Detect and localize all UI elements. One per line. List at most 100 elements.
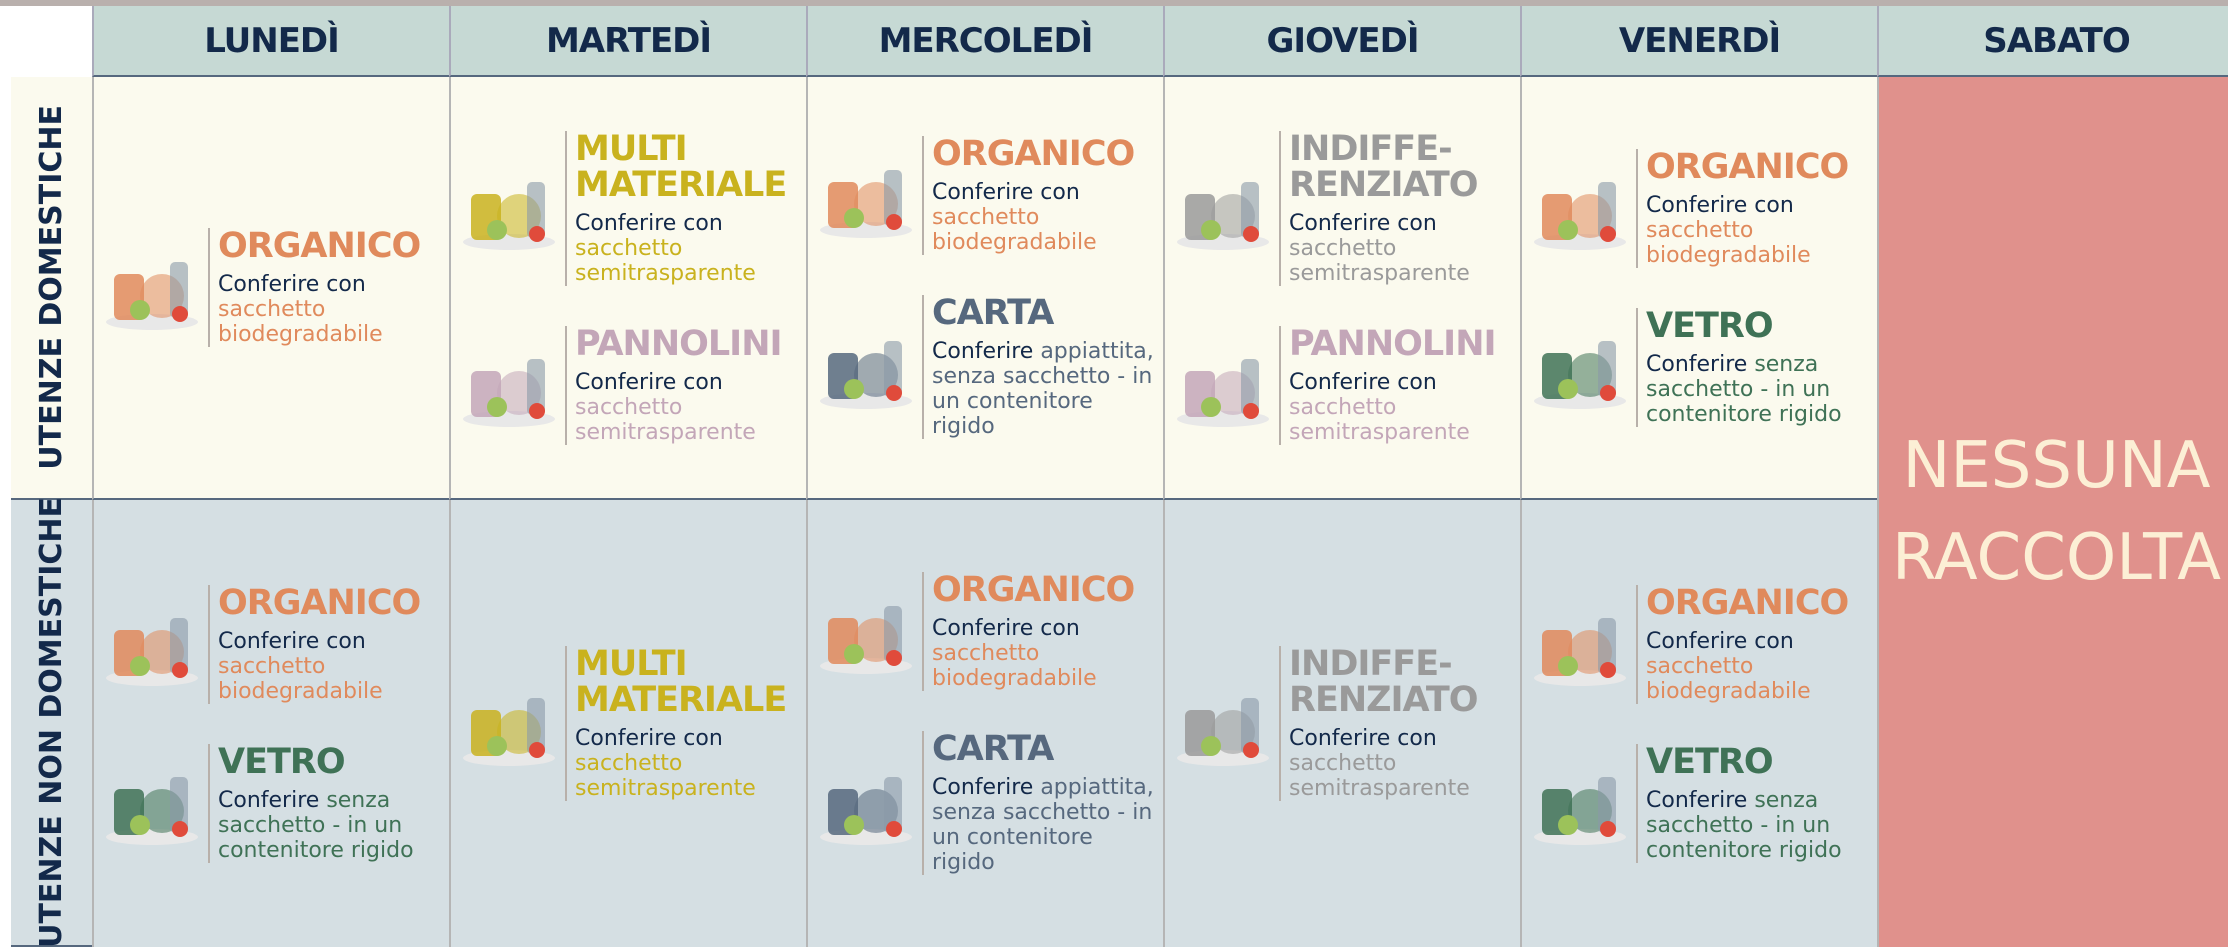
waste-text: VETRO Conferire senza sacchetto - in un c… xyxy=(1636,307,1871,427)
waste-text: INDIFFE- RENZIATO Conferire con sacchetto … xyxy=(1279,646,1514,801)
waste-icon xyxy=(820,341,912,409)
waste-desc: Conferire con sacchetto biodegradabile xyxy=(932,180,1157,255)
waste-text: PANNOLINI Conferire con sacchetto semitra… xyxy=(565,323,800,445)
waste-icon xyxy=(463,182,555,250)
waste-desc: Conferire con sacchetto biodegradabile xyxy=(1646,193,1871,268)
waste-desc: Conferire senza sacchetto - in un conten… xyxy=(218,788,443,863)
desc-lead: Conferire con xyxy=(575,369,723,395)
waste-text: INDIFFE- RENZIATO Conferire con sacchetto … xyxy=(1279,130,1514,286)
desc-lead: Conferire xyxy=(932,775,1034,800)
desc-lead: Conferire con xyxy=(575,210,723,236)
waste-item: ORGANICO Conferire con sacchetto biodegra… xyxy=(1528,148,1871,268)
desc-detail: sacchetto semitrasparente xyxy=(575,394,756,445)
waste-item: ORGANICO Conferire con sacchetto biodegra… xyxy=(814,136,1157,255)
waste-title: CARTA xyxy=(932,295,1157,331)
desc-lead: Conferire con xyxy=(575,726,723,751)
title-line: ORGANICO xyxy=(1646,582,1849,623)
waste-item: INDIFFE- RENZIATO Conferire con sacchetto … xyxy=(1171,646,1514,801)
day-cell: ORGANICO Conferire con sacchetto biodegra… xyxy=(1520,500,1877,947)
waste-desc: Conferire senza sacchetto - in un conten… xyxy=(1646,352,1871,427)
title-line: ORGANICO xyxy=(932,134,1135,174)
waste-title: ORGANICO xyxy=(218,228,443,264)
schedule-table: LUNEDÌ MARTEDÌ MERCOLEDÌ GIOVEDÌ VENERDÌ SABA… xyxy=(11,6,2228,947)
title-line: PANNOLINI xyxy=(575,323,783,364)
title-line: PANNOLINI xyxy=(1289,323,1497,364)
desc-lead: Conferire con xyxy=(1289,726,1437,751)
day-cell: MULTI MATERIALE Conferire con sacchetto se… xyxy=(449,500,806,947)
waste-item: VETRO Conferire senza sacchetto - in un c… xyxy=(100,743,443,863)
day-header: MERCOLEDÌ xyxy=(806,6,1163,77)
waste-text: PANNOLINI Conferire con sacchetto semitra… xyxy=(1279,325,1514,445)
waste-desc: Conferire appiattita, senza sacchetto - … xyxy=(932,339,1157,439)
waste-title: PANNOLINI xyxy=(1289,326,1514,362)
waste-text: MULTI MATERIALE Conferire con sacchetto se… xyxy=(565,130,800,286)
waste-text: ORGANICO Conferire con sacchetto biodegra… xyxy=(208,228,443,347)
desc-detail: sacchetto biodegradabile xyxy=(1646,217,1811,268)
waste-text: ORGANICO Conferire con sacchetto biodegra… xyxy=(922,136,1157,255)
day-cell: ORGANICO Conferire con sacchetto biodegra… xyxy=(92,77,449,500)
waste-item: VETRO Conferire senza sacchetto - in un c… xyxy=(1528,743,1871,863)
waste-desc: Conferire appiattita, senza sacchetto - … xyxy=(932,775,1157,875)
waste-text: MULTI MATERIALE Conferire con sacchetto se… xyxy=(565,646,800,801)
waste-desc: Conferire con sacchetto semitrasparente xyxy=(1289,211,1514,286)
waste-icon xyxy=(106,261,198,330)
waste-item: MULTI MATERIALE Conferire con sacchetto se… xyxy=(457,646,800,801)
desc-detail: sacchetto semitrasparente xyxy=(1289,751,1470,801)
waste-text: ORGANICO Conferire con sacchetto biodegra… xyxy=(1636,148,1871,268)
title-line: MULTI xyxy=(575,644,688,684)
waste-item: PANNOLINI Conferire con sacchetto semitra… xyxy=(1171,325,1514,445)
title-line: ORGANICO xyxy=(218,226,421,266)
desc-detail: senza sacchetto - in un contenitore rigi… xyxy=(1646,787,1842,863)
waste-icon xyxy=(1534,182,1626,250)
desc-lead: Conferire xyxy=(1646,351,1748,377)
waste-title: ORGANICO xyxy=(218,585,443,621)
waste-item: ORGANICO Conferire con sacchetto biodegra… xyxy=(814,572,1157,691)
waste-icon xyxy=(820,169,912,238)
desc-detail: sacchetto biodegradabile xyxy=(932,205,1097,255)
title-line: RENZIATO xyxy=(1289,164,1479,205)
waste-icon xyxy=(1534,777,1626,845)
waste-text: ORGANICO Conferire con sacchetto biodegra… xyxy=(208,584,443,704)
desc-detail: sacchetto semitrasparente xyxy=(1289,394,1470,445)
desc-lead: Conferire xyxy=(218,787,320,813)
desc-detail: sacchetto biodegradabile xyxy=(1646,653,1811,704)
day-cell: ORGANICO Conferire con sacchetto biodegra… xyxy=(1520,77,1877,500)
desc-detail: sacchetto semitrasparente xyxy=(1289,235,1470,286)
waste-desc: Conferire con sacchetto semitrasparente xyxy=(575,370,800,445)
waste-item: ORGANICO Conferire con sacchetto biodegra… xyxy=(1528,584,1871,704)
desc-lead: Conferire con xyxy=(932,180,1080,205)
waste-text: VETRO Conferire senza sacchetto - in un c… xyxy=(208,743,443,863)
day-cell: ORGANICO Conferire con sacchetto biodegra… xyxy=(806,77,1163,500)
day-cell: INDIFFE- RENZIATO Conferire con sacchetto … xyxy=(1163,77,1520,500)
waste-title: ORGANICO xyxy=(932,572,1157,608)
title-line: CARTA xyxy=(932,293,1054,333)
row-label-text: UTENZE DOMESTICHE xyxy=(34,105,69,470)
waste-title: ORGANICO xyxy=(1646,585,1871,621)
no-collection: NESSUNA RACCOLTA xyxy=(1877,77,2228,947)
waste-icon xyxy=(1534,341,1626,409)
waste-item: CARTA Conferire appiattita, senza sacchet… xyxy=(814,731,1157,875)
waste-item: INDIFFE- RENZIATO Conferire con sacchetto … xyxy=(1171,130,1514,286)
waste-desc: Conferire con sacchetto semitrasparente xyxy=(575,211,800,286)
waste-title: INDIFFE- RENZIATO xyxy=(1289,131,1514,203)
waste-title: ORGANICO xyxy=(1646,149,1871,185)
desc-detail: appiattita, senza sacchetto - in un cont… xyxy=(932,339,1154,439)
desc-detail: sacchetto biodegradabile xyxy=(218,297,383,347)
waste-item: VETRO Conferire senza sacchetto - in un c… xyxy=(1528,307,1871,427)
day-header: GIOVEDÌ xyxy=(1163,6,1520,77)
waste-icon xyxy=(106,618,198,686)
waste-title: ORGANICO xyxy=(932,136,1157,172)
title-line: MATERIALE xyxy=(575,164,787,205)
desc-lead: Conferire con xyxy=(1289,210,1437,236)
title-line: ORGANICO xyxy=(932,570,1135,610)
desc-detail: sacchetto biodegradabile xyxy=(218,653,383,704)
title-line: CARTA xyxy=(932,729,1054,769)
waste-icon xyxy=(820,605,912,674)
waste-desc: Conferire con sacchetto biodegradabile xyxy=(218,272,443,347)
waste-desc: Conferire con sacchetto biodegradabile xyxy=(932,616,1157,691)
desc-lead: Conferire xyxy=(932,339,1034,364)
waste-title: INDIFFE- RENZIATO xyxy=(1289,646,1514,718)
waste-item: ORGANICO Conferire con sacchetto biodegra… xyxy=(100,228,443,347)
day-header: LUNEDÌ xyxy=(92,6,449,77)
waste-icon xyxy=(820,777,912,845)
